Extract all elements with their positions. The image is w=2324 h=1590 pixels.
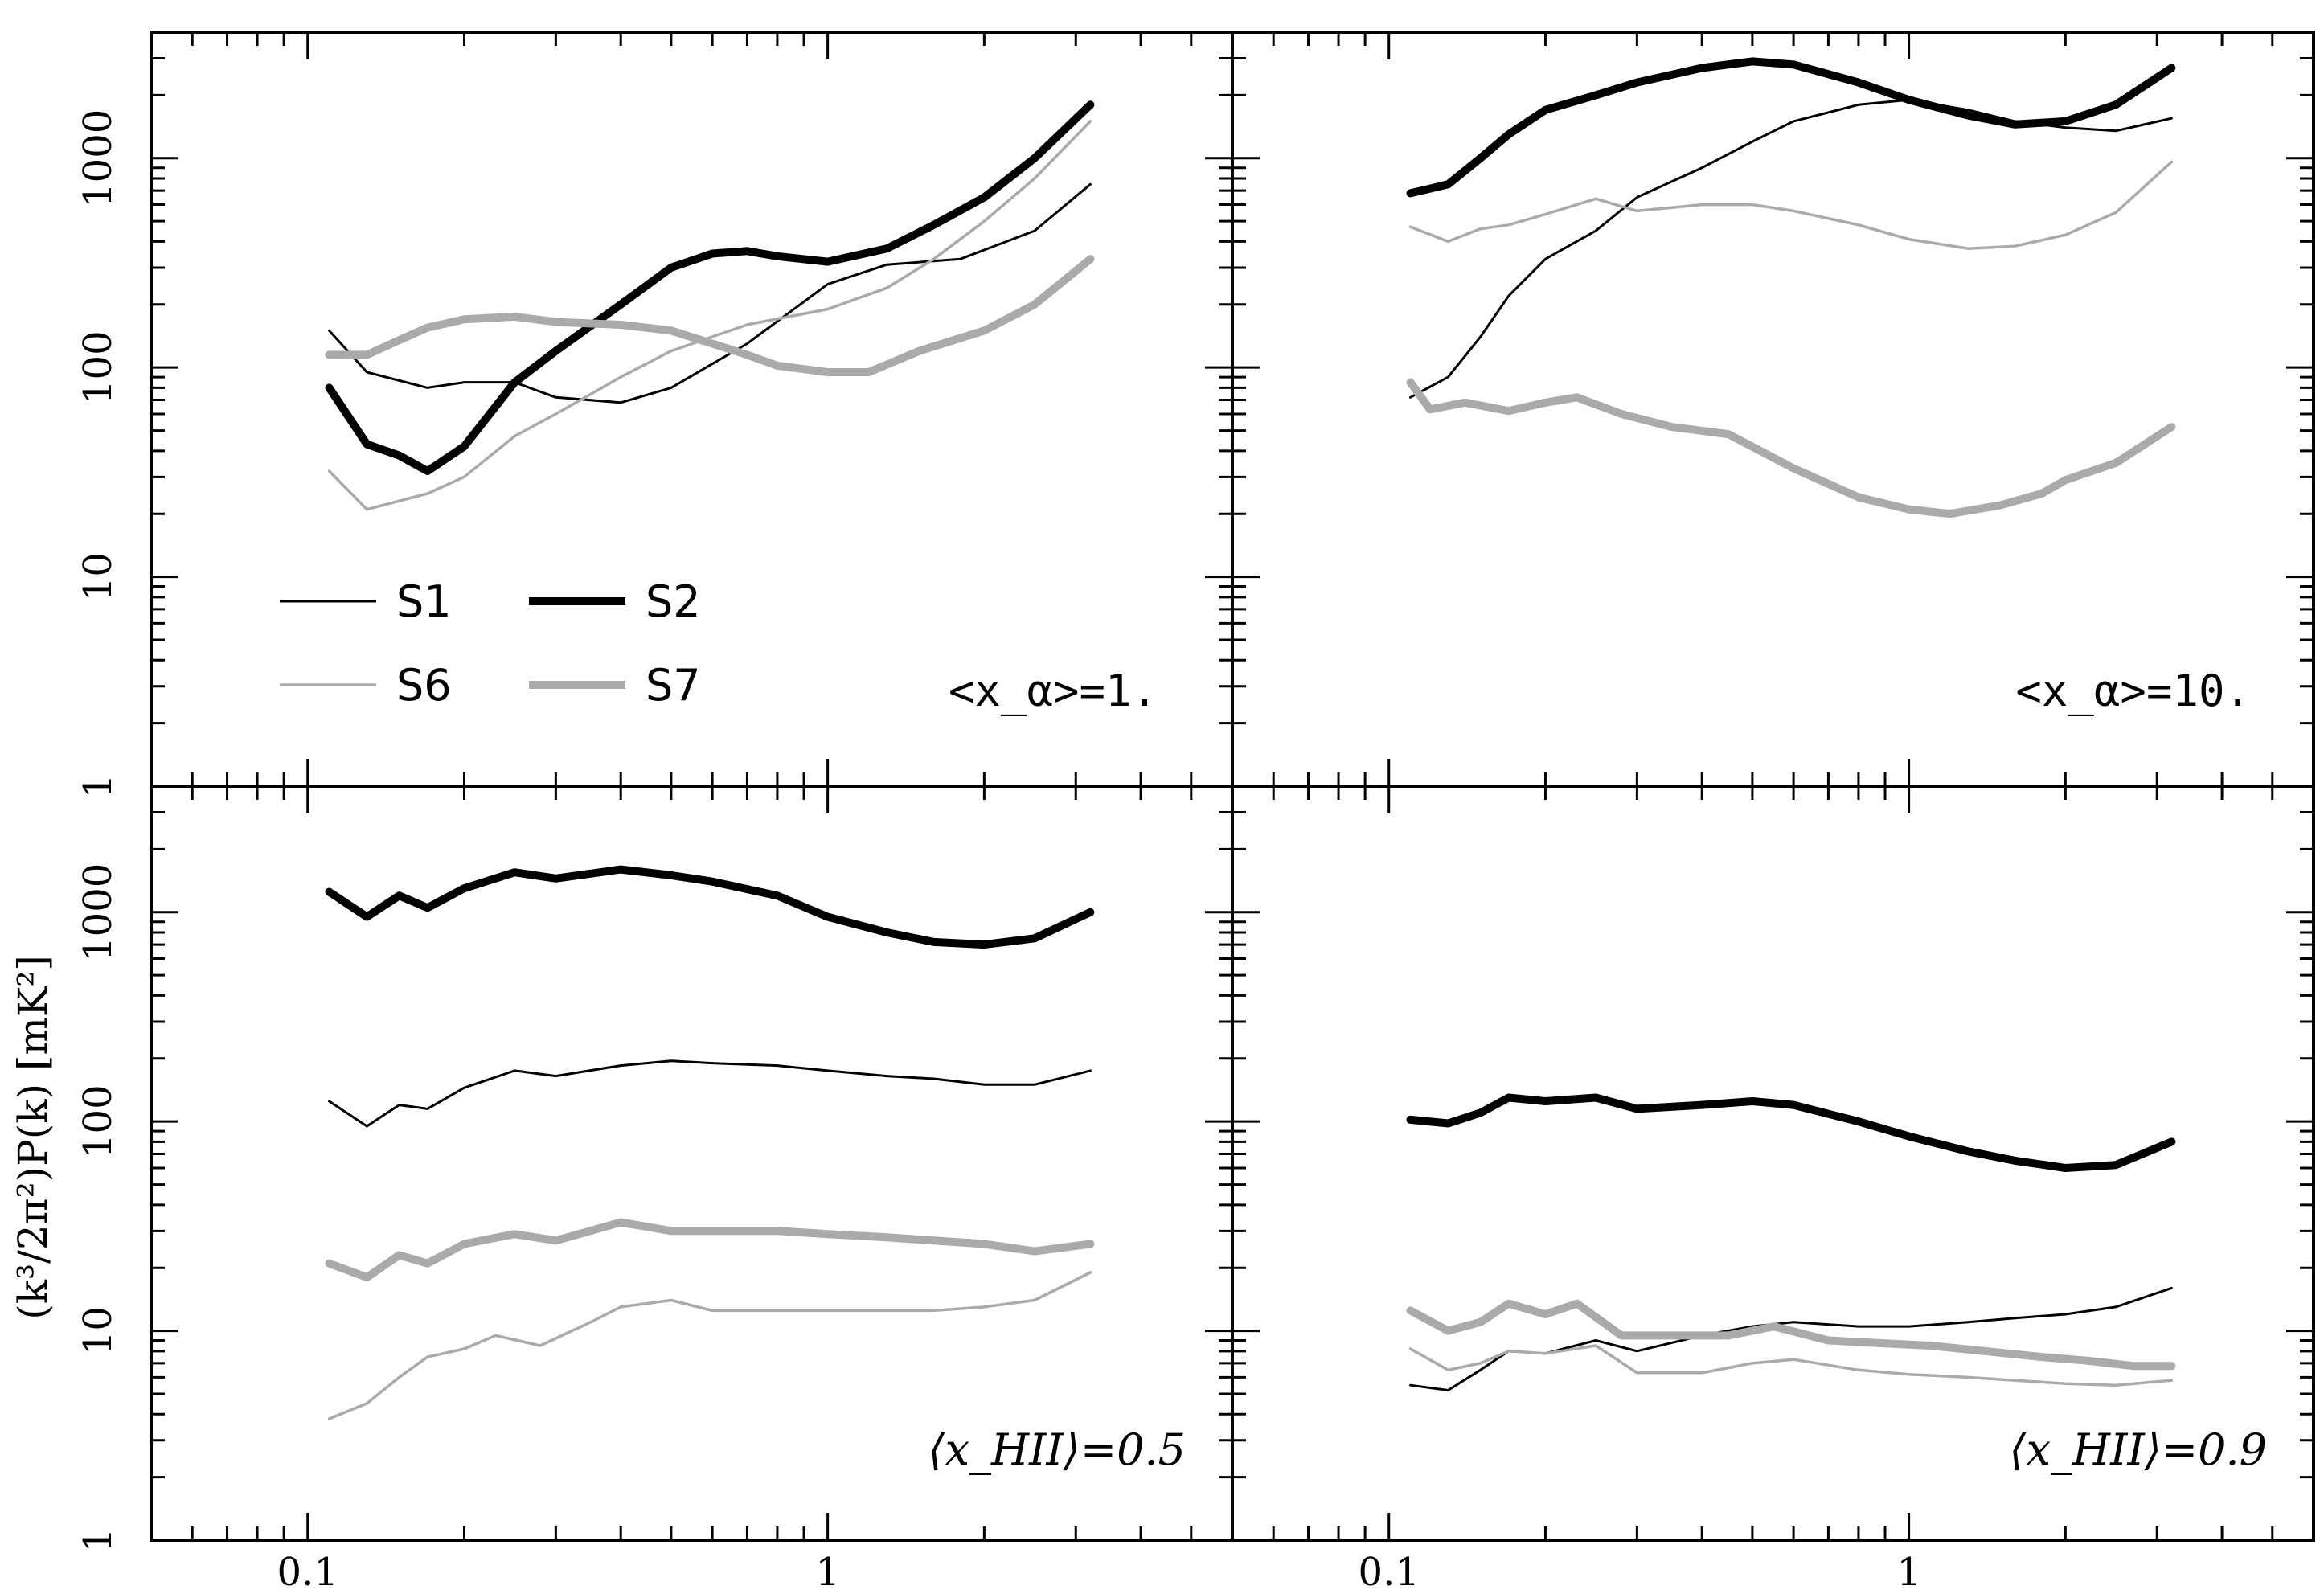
series-line-S2 xyxy=(325,100,1095,475)
panel-annotation: <x_α>=1. xyxy=(949,666,1158,716)
series-line-S7 xyxy=(325,255,1095,376)
panel-ticks: 1 10 100 1000 xyxy=(76,31,1234,799)
x-tick-label: 0.1 xyxy=(1359,1550,1420,1590)
panel-bottom-left: 0.1 1 1 10 100 1000 ⟨x_HII⟩=0.5 xyxy=(76,785,1234,1590)
legend-label-S7: S7 xyxy=(646,660,701,711)
series-line-S7 xyxy=(1406,1299,2176,1371)
x-tick-label: 1 xyxy=(815,1550,840,1590)
x-tick-label: 0.1 xyxy=(277,1550,338,1590)
series-line-S6 xyxy=(327,1271,1092,1420)
panel-bottom-right: 0.1 1 ⟨x_HII⟩=0.9 xyxy=(1231,785,2315,1590)
panel-top-right: <x_α>=10. xyxy=(1231,31,2315,788)
series-line-S6 xyxy=(1408,160,2174,250)
x-tick-label: 1 xyxy=(1896,1550,1921,1590)
series-line-S2 xyxy=(1406,57,2176,198)
y-tick-label: 100 xyxy=(76,1084,121,1158)
series-line-S6 xyxy=(1408,1344,2174,1387)
legend-label-S1: S1 xyxy=(396,576,452,627)
y-tick-label: 1000 xyxy=(76,863,121,961)
panel-ticks: 0.1 1 1 10 100 1000 xyxy=(76,785,1234,1590)
panel-series xyxy=(1406,1093,2176,1391)
y-axis-label: (k³/2π²)P(k) [mK²] xyxy=(10,955,56,1320)
y-tick-label: 10 xyxy=(76,1306,121,1355)
y-tick-label: 1 xyxy=(76,774,121,799)
series-line-S1 xyxy=(1409,1286,2173,1391)
y-tick-label: 10 xyxy=(76,552,121,601)
series-line-S1 xyxy=(1409,98,2173,399)
series-line-S1 xyxy=(328,182,1092,404)
series-line-S2 xyxy=(1406,1093,2176,1172)
series-line-S7 xyxy=(325,1218,1095,1282)
panel-annotation: ⟨x_HII⟩=0.5 xyxy=(928,1424,1186,1475)
series-line-S7 xyxy=(1406,378,2176,518)
series-line-S2 xyxy=(325,865,1095,949)
legend: S1 S2 S6 S7 xyxy=(280,576,701,711)
panel-frame xyxy=(1231,785,2315,1542)
panel-series xyxy=(325,100,1095,511)
panel-series xyxy=(1406,57,2176,518)
y-tick-label: 100 xyxy=(76,330,121,404)
panel-series xyxy=(325,865,1095,1420)
series-line-S6 xyxy=(327,120,1092,511)
legend-label-S2: S2 xyxy=(646,576,701,627)
y-tick-label: 1000 xyxy=(76,109,121,207)
panel-annotation: <x_α>=10. xyxy=(2015,666,2251,716)
panel-annotation: ⟨x_HII⟩=0.9 xyxy=(2010,1424,2267,1475)
series-line-S1 xyxy=(328,1059,1092,1128)
y-tick-label: 1 xyxy=(76,1528,121,1553)
legend-label-S6: S6 xyxy=(396,660,452,711)
panel-top-left: 1 10 100 1000 S1 S2 S6 S7 <x_α>=1. xyxy=(76,31,1234,799)
